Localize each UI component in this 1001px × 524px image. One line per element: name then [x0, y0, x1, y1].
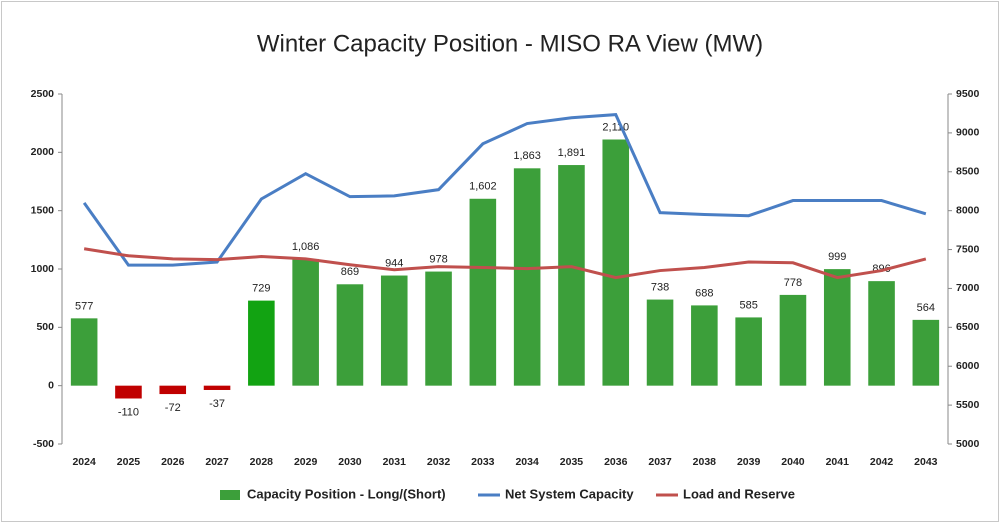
legend-label: Capacity Position - Long/(Short): [247, 486, 446, 501]
y2-tick-label: 9500: [956, 88, 980, 100]
y-tick-label: 500: [36, 321, 54, 333]
data-label: -110: [118, 406, 139, 418]
data-label: 738: [651, 281, 669, 293]
x-tick-label: 2024: [72, 456, 96, 468]
data-label: 1,863: [513, 150, 541, 162]
data-label: 978: [429, 253, 447, 265]
data-label: 1,891: [558, 147, 586, 159]
bar: [203, 385, 231, 390]
bar: [646, 299, 674, 386]
bar: [868, 281, 895, 386]
y2-tick-label: 8000: [956, 204, 980, 216]
legend-swatch: [220, 490, 240, 500]
data-label: 585: [739, 299, 757, 311]
x-tick-label: 2031: [383, 456, 407, 468]
bar: [70, 318, 98, 386]
data-label: 688: [695, 287, 713, 299]
y2-tick-label: 8500: [956, 166, 980, 178]
y-tick-label: 0: [48, 379, 54, 391]
bar: [292, 258, 319, 386]
line: [82, 113, 927, 267]
x-tick-label: 2036: [604, 456, 628, 468]
x-tick-label: 2033: [471, 456, 495, 468]
data-label: 778: [784, 277, 802, 289]
y2-tick-label: 7500: [956, 243, 980, 255]
y-tick-label: -500: [33, 438, 54, 450]
y2-tick-label: 7000: [956, 282, 980, 294]
bar: [779, 294, 807, 386]
x-tick-label: 2039: [737, 456, 761, 468]
bar: [691, 305, 718, 386]
y-tick-label: 2000: [31, 146, 55, 158]
data-label: 577: [75, 300, 93, 312]
bar: [823, 269, 851, 386]
bar: [159, 385, 187, 395]
data-label: 869: [341, 266, 359, 278]
bar: [380, 275, 408, 386]
x-tick-label: 2026: [161, 456, 185, 468]
data-label: 729: [252, 283, 270, 295]
data-label: 999: [828, 251, 846, 263]
x-tick-label: 2042: [870, 456, 894, 468]
data-label: -72: [165, 402, 181, 414]
bar: [469, 198, 497, 386]
y-tick-label: 1000: [31, 263, 55, 275]
x-tick-label: 2032: [427, 456, 451, 468]
y-tick-label: 1500: [31, 204, 55, 216]
y2-tick-label: 5000: [956, 438, 980, 450]
bar: [735, 317, 762, 386]
legend-label: Load and Reserve: [683, 486, 795, 501]
data-label: 1,086: [292, 241, 320, 253]
y2-tick-label: 5500: [956, 399, 980, 411]
x-tick-label: 2037: [648, 456, 672, 468]
bar: [602, 139, 630, 386]
legend-label: Net System Capacity: [505, 486, 634, 501]
y2-tick-label: 9000: [956, 127, 980, 139]
x-tick-label: 2040: [781, 456, 805, 468]
y2-tick-label: 6500: [956, 321, 980, 333]
line: [83, 247, 927, 280]
bar: [336, 284, 364, 386]
bar: [248, 300, 275, 386]
data-label: -37: [209, 398, 225, 410]
y2-tick-label: 6000: [956, 360, 980, 372]
data-label: 1,602: [469, 181, 497, 193]
x-tick-label: 2038: [693, 456, 717, 468]
y-tick-label: 2500: [31, 88, 55, 100]
x-tick-label: 2028: [250, 456, 274, 468]
x-tick-label: 2043: [914, 456, 938, 468]
x-tick-label: 2034: [515, 456, 539, 468]
bar: [115, 385, 142, 399]
x-tick-label: 2035: [560, 456, 584, 468]
data-label: 944: [385, 257, 403, 269]
bar: [513, 168, 541, 386]
bar: [425, 271, 452, 386]
x-tick-label: 2030: [338, 456, 362, 468]
x-tick-label: 2041: [826, 456, 850, 468]
bar: [912, 319, 940, 386]
data-label: 564: [917, 302, 935, 314]
chart-title: Winter Capacity Position - MISO RA View …: [257, 30, 763, 57]
bar: [558, 165, 585, 386]
x-tick-label: 2025: [117, 456, 141, 468]
x-tick-label: 2027: [205, 456, 229, 468]
data-label: 2,110: [602, 121, 629, 133]
x-tick-label: 2029: [294, 456, 318, 468]
